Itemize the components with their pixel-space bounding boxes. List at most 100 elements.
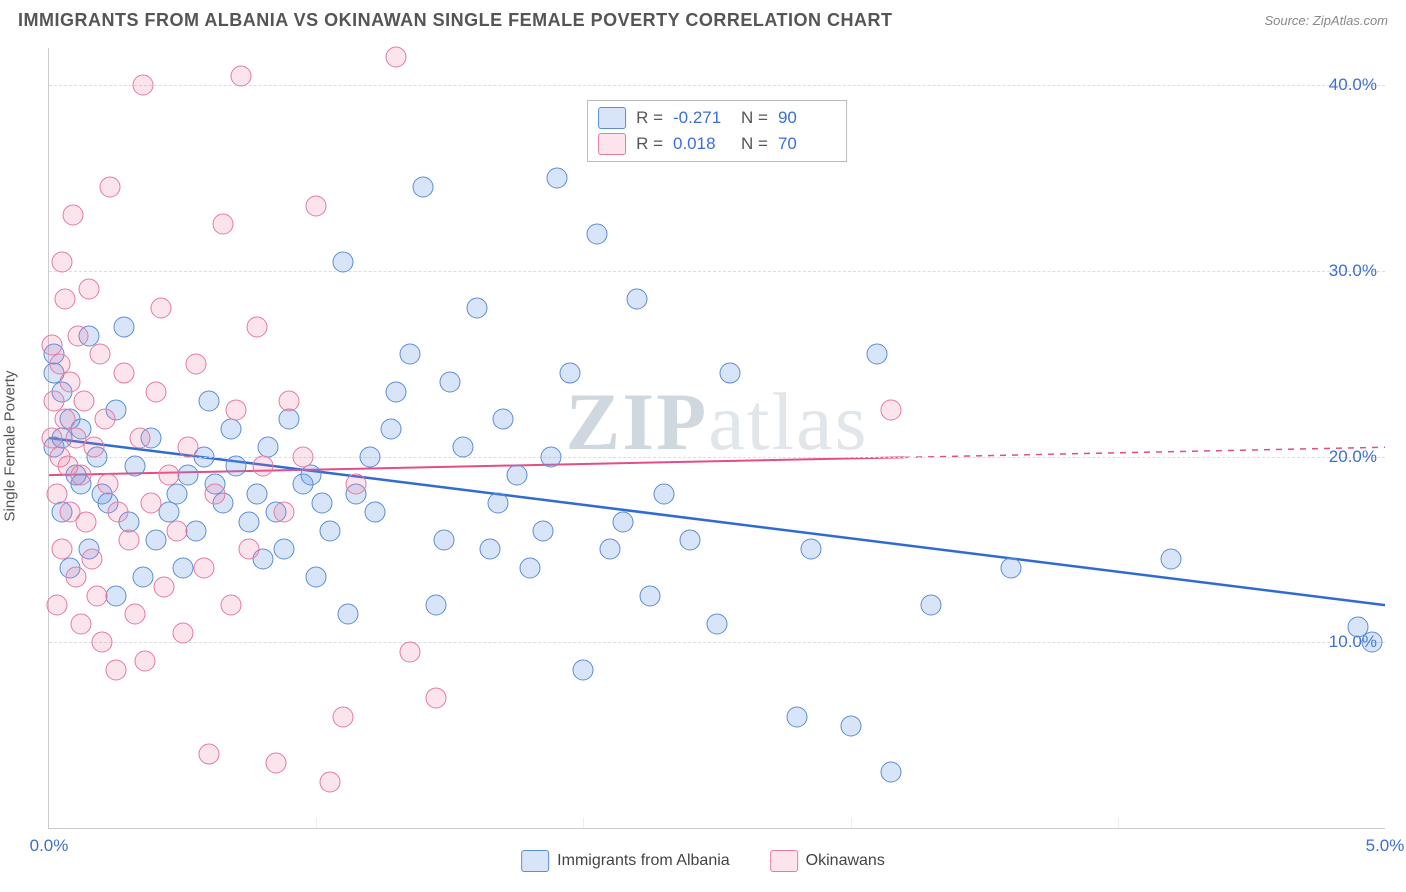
legend-swatch-okinawan [770,850,798,872]
data-point-albania [177,465,198,486]
data-point-albania [560,363,581,384]
data-point-okinawan [55,288,76,309]
grid-line-v [1118,818,1119,828]
r-value-okinawan: 0.018 [673,134,731,154]
legend-swatch-okinawan [598,133,626,155]
data-point-okinawan [220,595,241,616]
data-point-albania [506,465,527,486]
data-point-okinawan [880,400,901,421]
data-point-okinawan [140,493,161,514]
title-bar: IMMIGRANTS FROM ALBANIA VS OKINAWAN SING… [18,10,1388,31]
data-point-albania [439,372,460,393]
y-tick-label: 30.0% [1329,261,1377,281]
data-point-okinawan [239,539,260,560]
data-point-okinawan [292,446,313,467]
data-point-albania [626,288,647,309]
data-point-okinawan [76,511,97,532]
data-point-albania [426,595,447,616]
data-point-albania [220,418,241,439]
x-tick-label: 0.0% [30,836,69,856]
grid-line-h [49,271,1385,272]
data-point-albania [613,511,634,532]
data-point-albania [453,437,474,458]
data-point-okinawan [332,706,353,727]
data-point-okinawan [274,502,295,523]
grid-line-v [316,818,317,828]
data-point-albania [586,223,607,244]
chart-title: IMMIGRANTS FROM ALBANIA VS OKINAWAN SING… [18,10,893,31]
data-point-albania [541,446,562,467]
data-point-okinawan [84,437,105,458]
data-point-okinawan [47,483,68,504]
y-axis-label: Single Female Poverty [2,371,19,522]
data-point-okinawan [52,251,73,272]
grid-line-h [49,642,1385,643]
data-point-albania [1161,548,1182,569]
data-point-okinawan [129,428,150,449]
data-point-okinawan [87,585,108,606]
data-point-albania [172,558,193,579]
grid-line-h [49,85,1385,86]
data-point-albania [113,316,134,337]
data-point-okinawan [52,539,73,560]
data-point-okinawan [167,520,188,541]
data-point-albania [653,483,674,504]
series-legend: Immigrants from Albania Okinawans [521,850,885,872]
data-point-okinawan [113,363,134,384]
data-point-okinawan [199,743,220,764]
data-point-okinawan [193,558,214,579]
data-point-albania [920,595,941,616]
data-point-okinawan [97,474,118,495]
data-point-okinawan [119,530,140,551]
data-point-okinawan [65,567,86,588]
data-point-albania [306,567,327,588]
data-point-albania [479,539,500,560]
legend-label-okinawan: Okinawans [806,852,885,870]
data-point-albania [185,520,206,541]
data-point-okinawan [71,613,92,634]
data-point-albania [840,715,861,736]
data-point-okinawan [153,576,174,597]
correlation-legend: R = -0.271 N = 90 R = 0.018 N = 70 [587,100,847,162]
data-point-albania [239,511,260,532]
watermark-atlas: atlas [708,376,868,467]
data-point-albania [466,298,487,319]
data-point-albania [434,530,455,551]
data-point-okinawan [132,75,153,96]
data-point-albania [800,539,821,560]
data-point-albania [546,168,567,189]
source-attribution: Source: ZipAtlas.com [1264,13,1388,28]
data-point-albania [279,409,300,430]
data-point-albania [247,483,268,504]
watermark-zip: ZIP [566,376,709,467]
data-point-albania [311,493,332,514]
grid-line-h [49,457,1385,458]
legend-swatch-albania [521,850,549,872]
x-tick-label: 5.0% [1366,836,1405,856]
data-point-okinawan [92,632,113,653]
data-point-okinawan [47,595,68,616]
data-point-albania [332,251,353,272]
data-point-albania [399,344,420,365]
data-point-okinawan [204,483,225,504]
data-point-albania [573,660,594,681]
data-point-okinawan [81,548,102,569]
data-point-okinawan [212,214,233,235]
data-point-okinawan [399,641,420,662]
data-point-okinawan [279,390,300,411]
data-point-okinawan [108,502,129,523]
r-label: R = [636,134,663,154]
data-point-okinawan [247,316,268,337]
data-point-okinawan [151,298,172,319]
data-point-okinawan [60,372,81,393]
data-point-okinawan [252,455,273,476]
data-point-albania [300,465,321,486]
data-point-okinawan [226,400,247,421]
data-point-okinawan [266,753,287,774]
grid-line-v [851,818,852,828]
grid-line-v [583,818,584,828]
data-point-albania [319,520,340,541]
data-point-albania [707,613,728,634]
data-point-albania [519,558,540,579]
data-point-okinawan [386,47,407,68]
